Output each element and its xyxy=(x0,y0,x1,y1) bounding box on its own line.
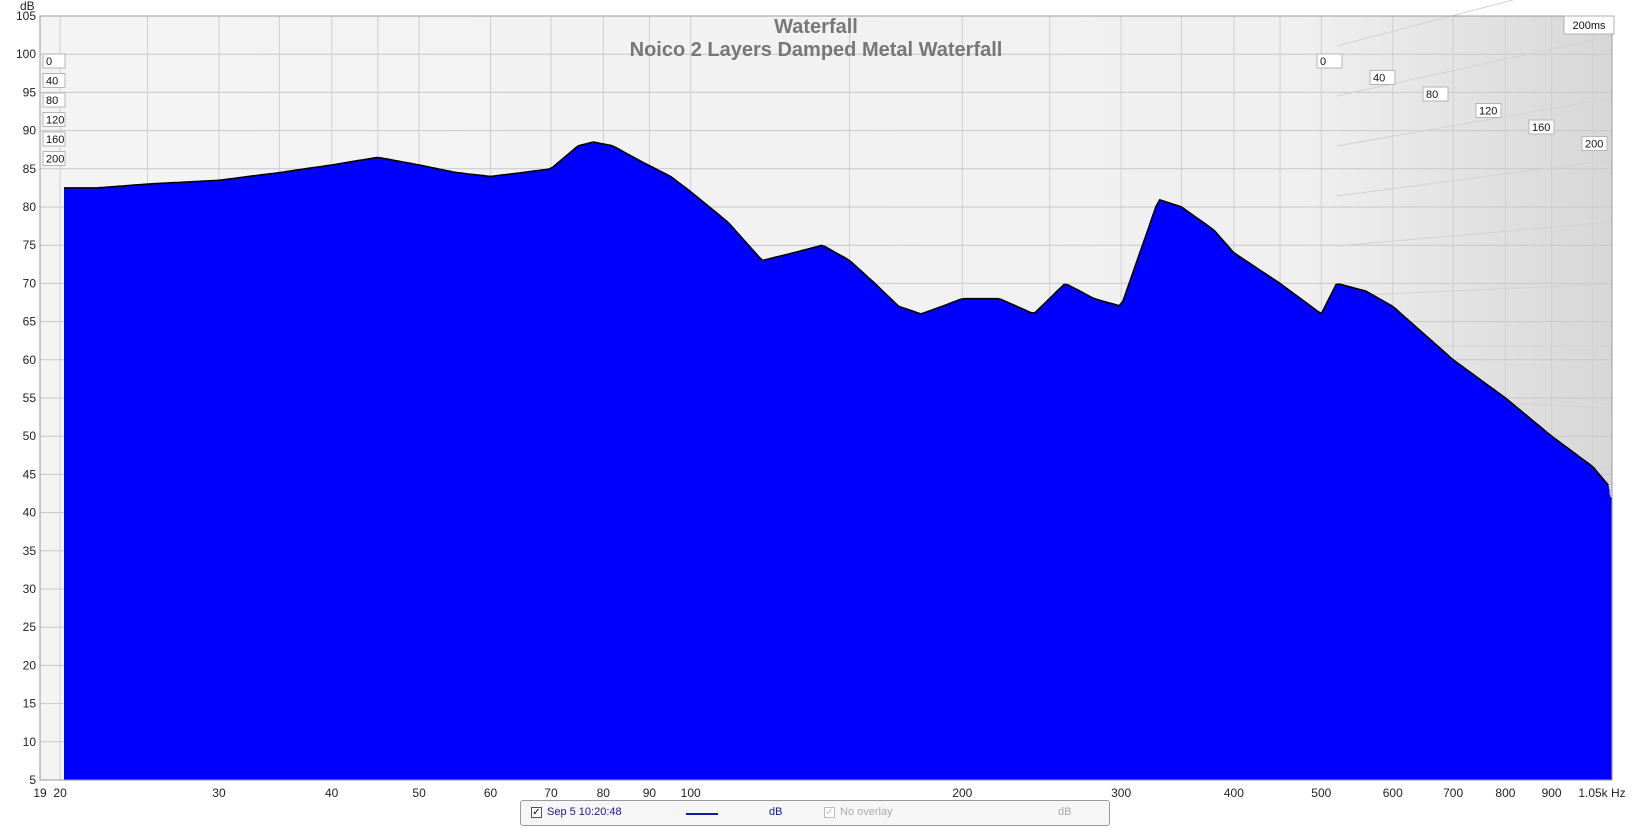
y-tick-label: 60 xyxy=(23,353,37,367)
y-tick-label: 20 xyxy=(23,658,37,672)
legend-item1-unit: dB xyxy=(769,806,783,818)
y-tick-label: 100 xyxy=(16,47,36,61)
time-label-left: 160 xyxy=(46,134,64,146)
time-label-box-left xyxy=(42,92,66,108)
perspective-line xyxy=(1336,35,1613,97)
time-label-box-left xyxy=(42,131,66,147)
legend-item1-label: Sep 5 10:20:48 xyxy=(547,806,622,818)
time-label-box-left xyxy=(42,73,66,88)
x-tick-label: 1.05k Hz xyxy=(1578,786,1625,800)
time-label-right: 200 xyxy=(1585,139,1603,151)
time-label-box-right xyxy=(1369,70,1396,85)
time-label-box-right xyxy=(1581,136,1608,151)
legend-item2-unit: dB xyxy=(1058,806,1072,818)
waterfall-slices xyxy=(64,141,1612,780)
chart-title: Waterfall xyxy=(774,16,858,38)
x-tick-label: 40 xyxy=(325,786,339,800)
y-unit-label: dB xyxy=(20,0,35,13)
x-tick-label: 300 xyxy=(1111,786,1131,800)
x-tick-label: 200 xyxy=(952,786,972,800)
y-tick-label: 75 xyxy=(23,238,37,252)
chart-subtitle: Noico 2 Layers Damped Metal Waterfall xyxy=(630,39,1003,61)
x-tick-label: 900 xyxy=(1542,786,1562,800)
x-tick-label: 80 xyxy=(597,786,611,800)
time-range-label: 200ms xyxy=(1572,20,1606,32)
perspective-line xyxy=(1336,283,1613,297)
y-axis-ticks: 5 10 15 20 25 30 35 40 45 50 55 60 65 70 75 80 85 90 95 100… xyxy=(16,9,36,787)
y-tick-label: 40 xyxy=(23,506,37,520)
x-tick-label: 20 xyxy=(53,786,67,800)
waterfall-chart: 5 10 15 20 25 30 35 40 45 50 55 60 65 70 75 80 85 90 95 100… xyxy=(16,0,1626,800)
y-tick-label: 50 xyxy=(23,429,37,443)
x-tick-label: 600 xyxy=(1383,786,1403,800)
time-labels: 0 0 40 40 80 80 120 120 160 160 200 200 xyxy=(42,53,1608,166)
y-tick-label: 5 xyxy=(29,773,36,787)
perspective-line xyxy=(1336,159,1613,197)
y-tick-label: 10 xyxy=(23,735,37,749)
time-label-left: 0 xyxy=(46,56,52,68)
time-label-left: 80 xyxy=(46,95,58,107)
time-label-box-left xyxy=(42,53,66,69)
x-tick-label: 60 xyxy=(484,786,498,800)
y-tick-label: 90 xyxy=(23,124,37,138)
y-tick-label: 15 xyxy=(23,697,37,711)
y-tick-label: 55 xyxy=(23,391,37,405)
overlay-checkbox-1[interactable]: ✓ xyxy=(531,807,542,818)
x-tick-label: 30 xyxy=(212,786,226,800)
time-range-box xyxy=(1563,15,1615,35)
legend-item2-label: No overlay xyxy=(840,806,893,818)
time-label-left: 200 xyxy=(46,154,64,166)
y-tick-label: 35 xyxy=(23,544,37,558)
x-tick-label: 700 xyxy=(1443,786,1463,800)
time-label-right: 80 xyxy=(1426,89,1438,101)
perspective-line xyxy=(1336,0,1515,47)
time-label-left: 120 xyxy=(46,115,64,127)
x-tick-label: 70 xyxy=(544,786,558,800)
time-label-right: 40 xyxy=(1373,73,1385,85)
plot-border xyxy=(39,15,1613,781)
x-tick-label: 50 xyxy=(412,786,426,800)
x-tick-label: 400 xyxy=(1224,786,1244,800)
overlay-checkbox-2[interactable]: ✓ xyxy=(824,807,835,818)
x-tick-label: 90 xyxy=(643,786,657,800)
y-tick-label: 95 xyxy=(23,85,37,99)
slice-fill xyxy=(64,142,1609,780)
y-tick-label: 30 xyxy=(23,582,37,596)
y-tick-label: 85 xyxy=(23,162,37,176)
front-slice-line xyxy=(64,141,1609,486)
y-tick-label: 45 xyxy=(23,467,37,481)
y-tick-label: 70 xyxy=(23,276,37,290)
perspective-line xyxy=(1336,97,1613,147)
x-axis-ticks: 19 20 30 40 50 60 70 80 90 100 200 300 400 500 600 700 8… xyxy=(33,786,1625,800)
legend-bar: ✓ Sep 5 10:20:48 dB ✓ No overlay dB xyxy=(520,800,1110,826)
time-label-box-right xyxy=(1316,53,1343,69)
time-label-left: 40 xyxy=(46,76,58,88)
x-tick-label: 500 xyxy=(1311,786,1331,800)
y-tick-label: 25 xyxy=(23,620,37,634)
time-label-right: 0 xyxy=(1320,56,1326,68)
time-label-right: 120 xyxy=(1479,106,1497,118)
y-tick-label: 65 xyxy=(23,315,37,329)
perspective-line xyxy=(1336,221,1613,247)
time-label-right: 160 xyxy=(1532,122,1550,134)
x-tick-label: 19 xyxy=(33,786,47,800)
legend-line-swatch xyxy=(686,813,718,815)
time-label-box-right xyxy=(1422,86,1449,102)
x-tick-label: 800 xyxy=(1495,786,1515,800)
time-label-box-left xyxy=(42,112,66,127)
y-tick-label: 105 xyxy=(16,9,36,23)
time-label-box-right xyxy=(1528,119,1555,135)
y-tick-label: 80 xyxy=(23,200,37,214)
time-label-box-right xyxy=(1475,103,1502,118)
time-label-box-left xyxy=(42,151,66,166)
x-tick-label: 100 xyxy=(681,786,701,800)
